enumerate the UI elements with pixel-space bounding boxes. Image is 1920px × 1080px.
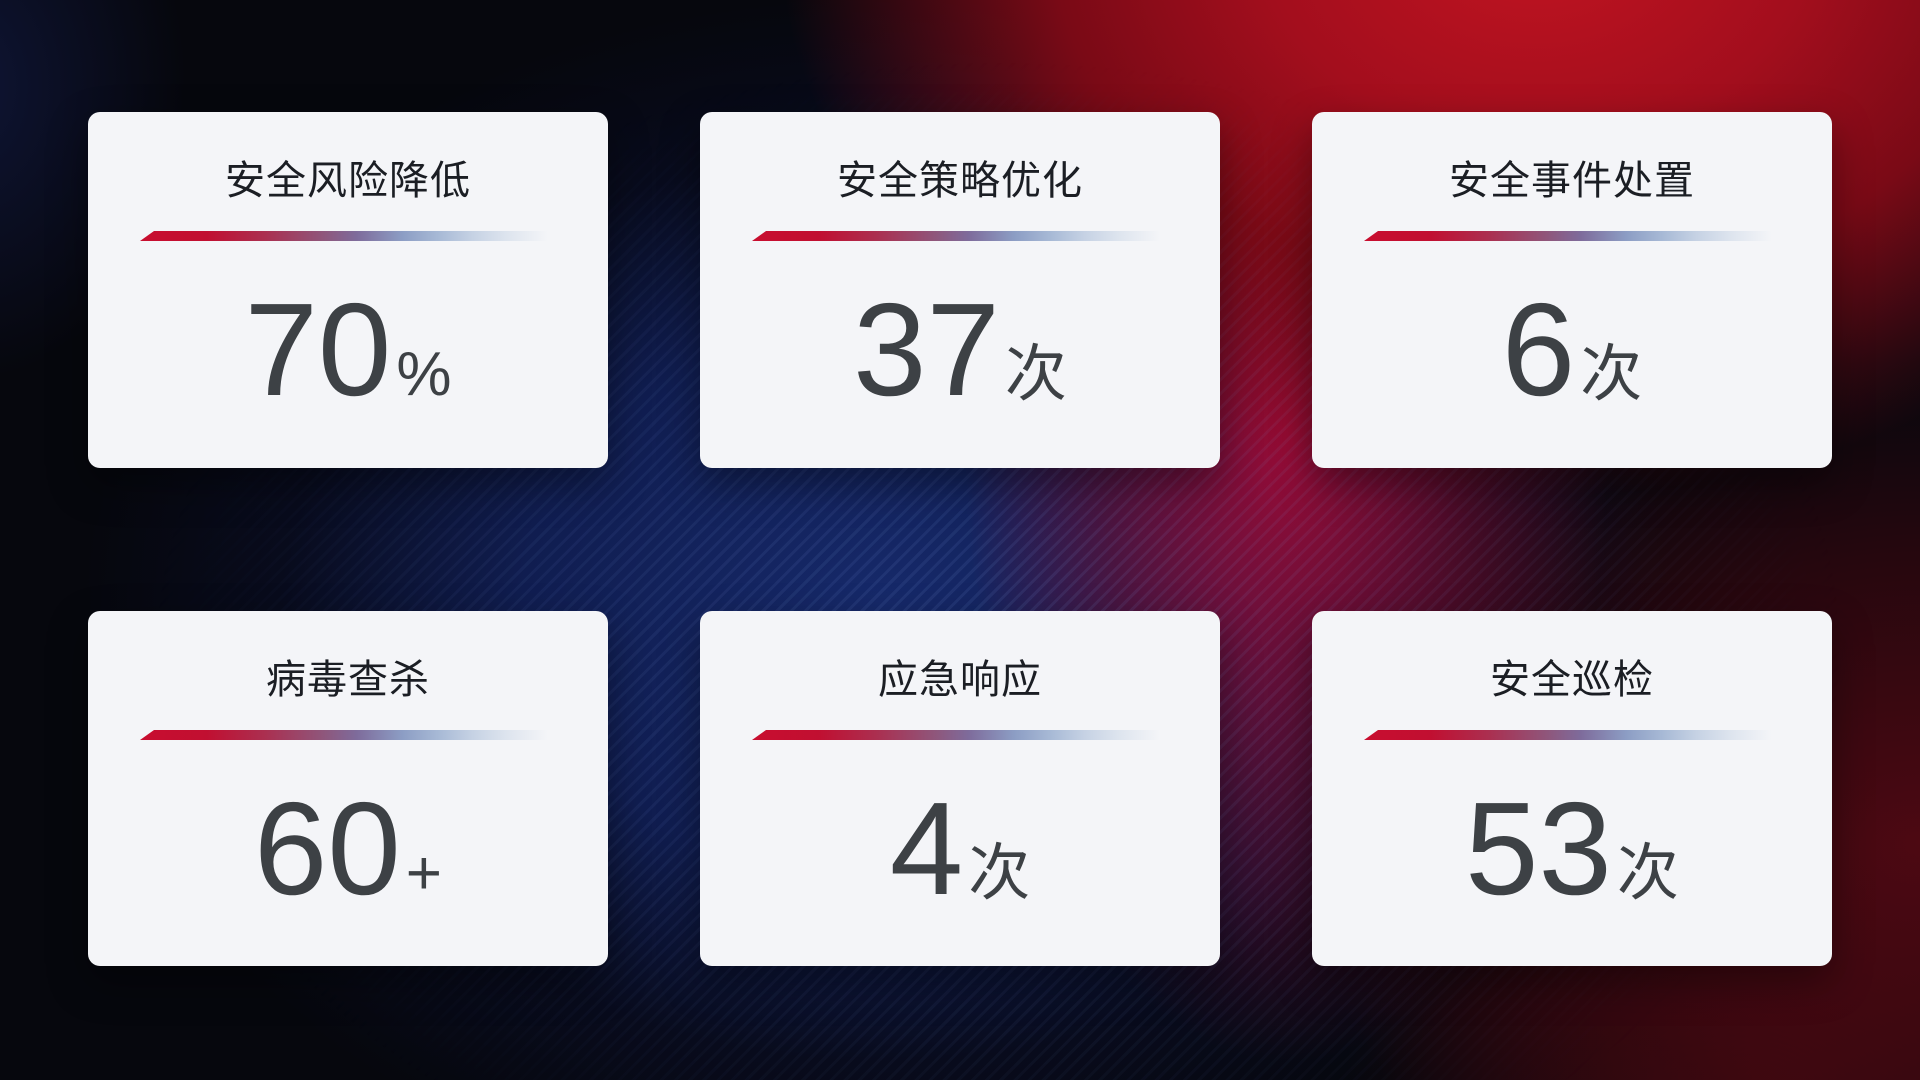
stat-value: 60 + (254, 776, 442, 921)
divider-gradient-bar (752, 231, 1168, 241)
stat-unit: 次 (1616, 839, 1679, 908)
stat-card-emergency-response: 应急响应 4 次 (700, 611, 1220, 966)
divider-gradient-bar (140, 231, 556, 241)
stat-unit: % (396, 340, 452, 409)
stat-value: 70 % (245, 277, 452, 422)
divider-gradient-bar (1364, 231, 1780, 241)
stat-card-security-incident-handling: 安全事件处置 6 次 (1312, 112, 1832, 468)
stat-value: 37 次 (853, 277, 1067, 422)
stat-number: 60 (253, 775, 401, 922)
stat-unit: 次 (1580, 340, 1643, 409)
stat-number: 4 (889, 775, 964, 922)
stat-number: 37 (853, 276, 1000, 423)
stat-card-security-policy-optimization: 安全策略优化 37 次 (700, 112, 1220, 468)
stat-value: 53 次 (1465, 776, 1679, 921)
card-title: 安全巡检 (1490, 658, 1654, 702)
stat-unit: + (405, 839, 443, 908)
divider-gradient-bar (1364, 730, 1780, 740)
stat-unit: 次 (1004, 340, 1067, 409)
stat-value: 6 次 (1502, 277, 1642, 422)
stat-unit: 次 (968, 839, 1031, 908)
divider-gradient-bar (752, 730, 1168, 740)
divider-gradient-bar (140, 730, 556, 740)
stat-value: 4 次 (890, 776, 1030, 921)
stat-number: 53 (1465, 775, 1612, 922)
stat-number: 70 (244, 276, 392, 423)
card-title: 病毒查杀 (266, 658, 430, 702)
card-title: 安全策略优化 (837, 159, 1083, 203)
card-title: 安全风险降低 (225, 159, 471, 203)
card-title: 安全事件处置 (1449, 159, 1695, 203)
card-title: 应急响应 (878, 658, 1042, 702)
stat-card-security-risk-reduction: 安全风险降低 70 % (88, 112, 608, 468)
stat-card-security-inspection: 安全巡检 53 次 (1312, 611, 1832, 966)
stat-number: 6 (1501, 276, 1576, 423)
stat-card-virus-scan: 病毒查杀 60 + (88, 611, 608, 966)
